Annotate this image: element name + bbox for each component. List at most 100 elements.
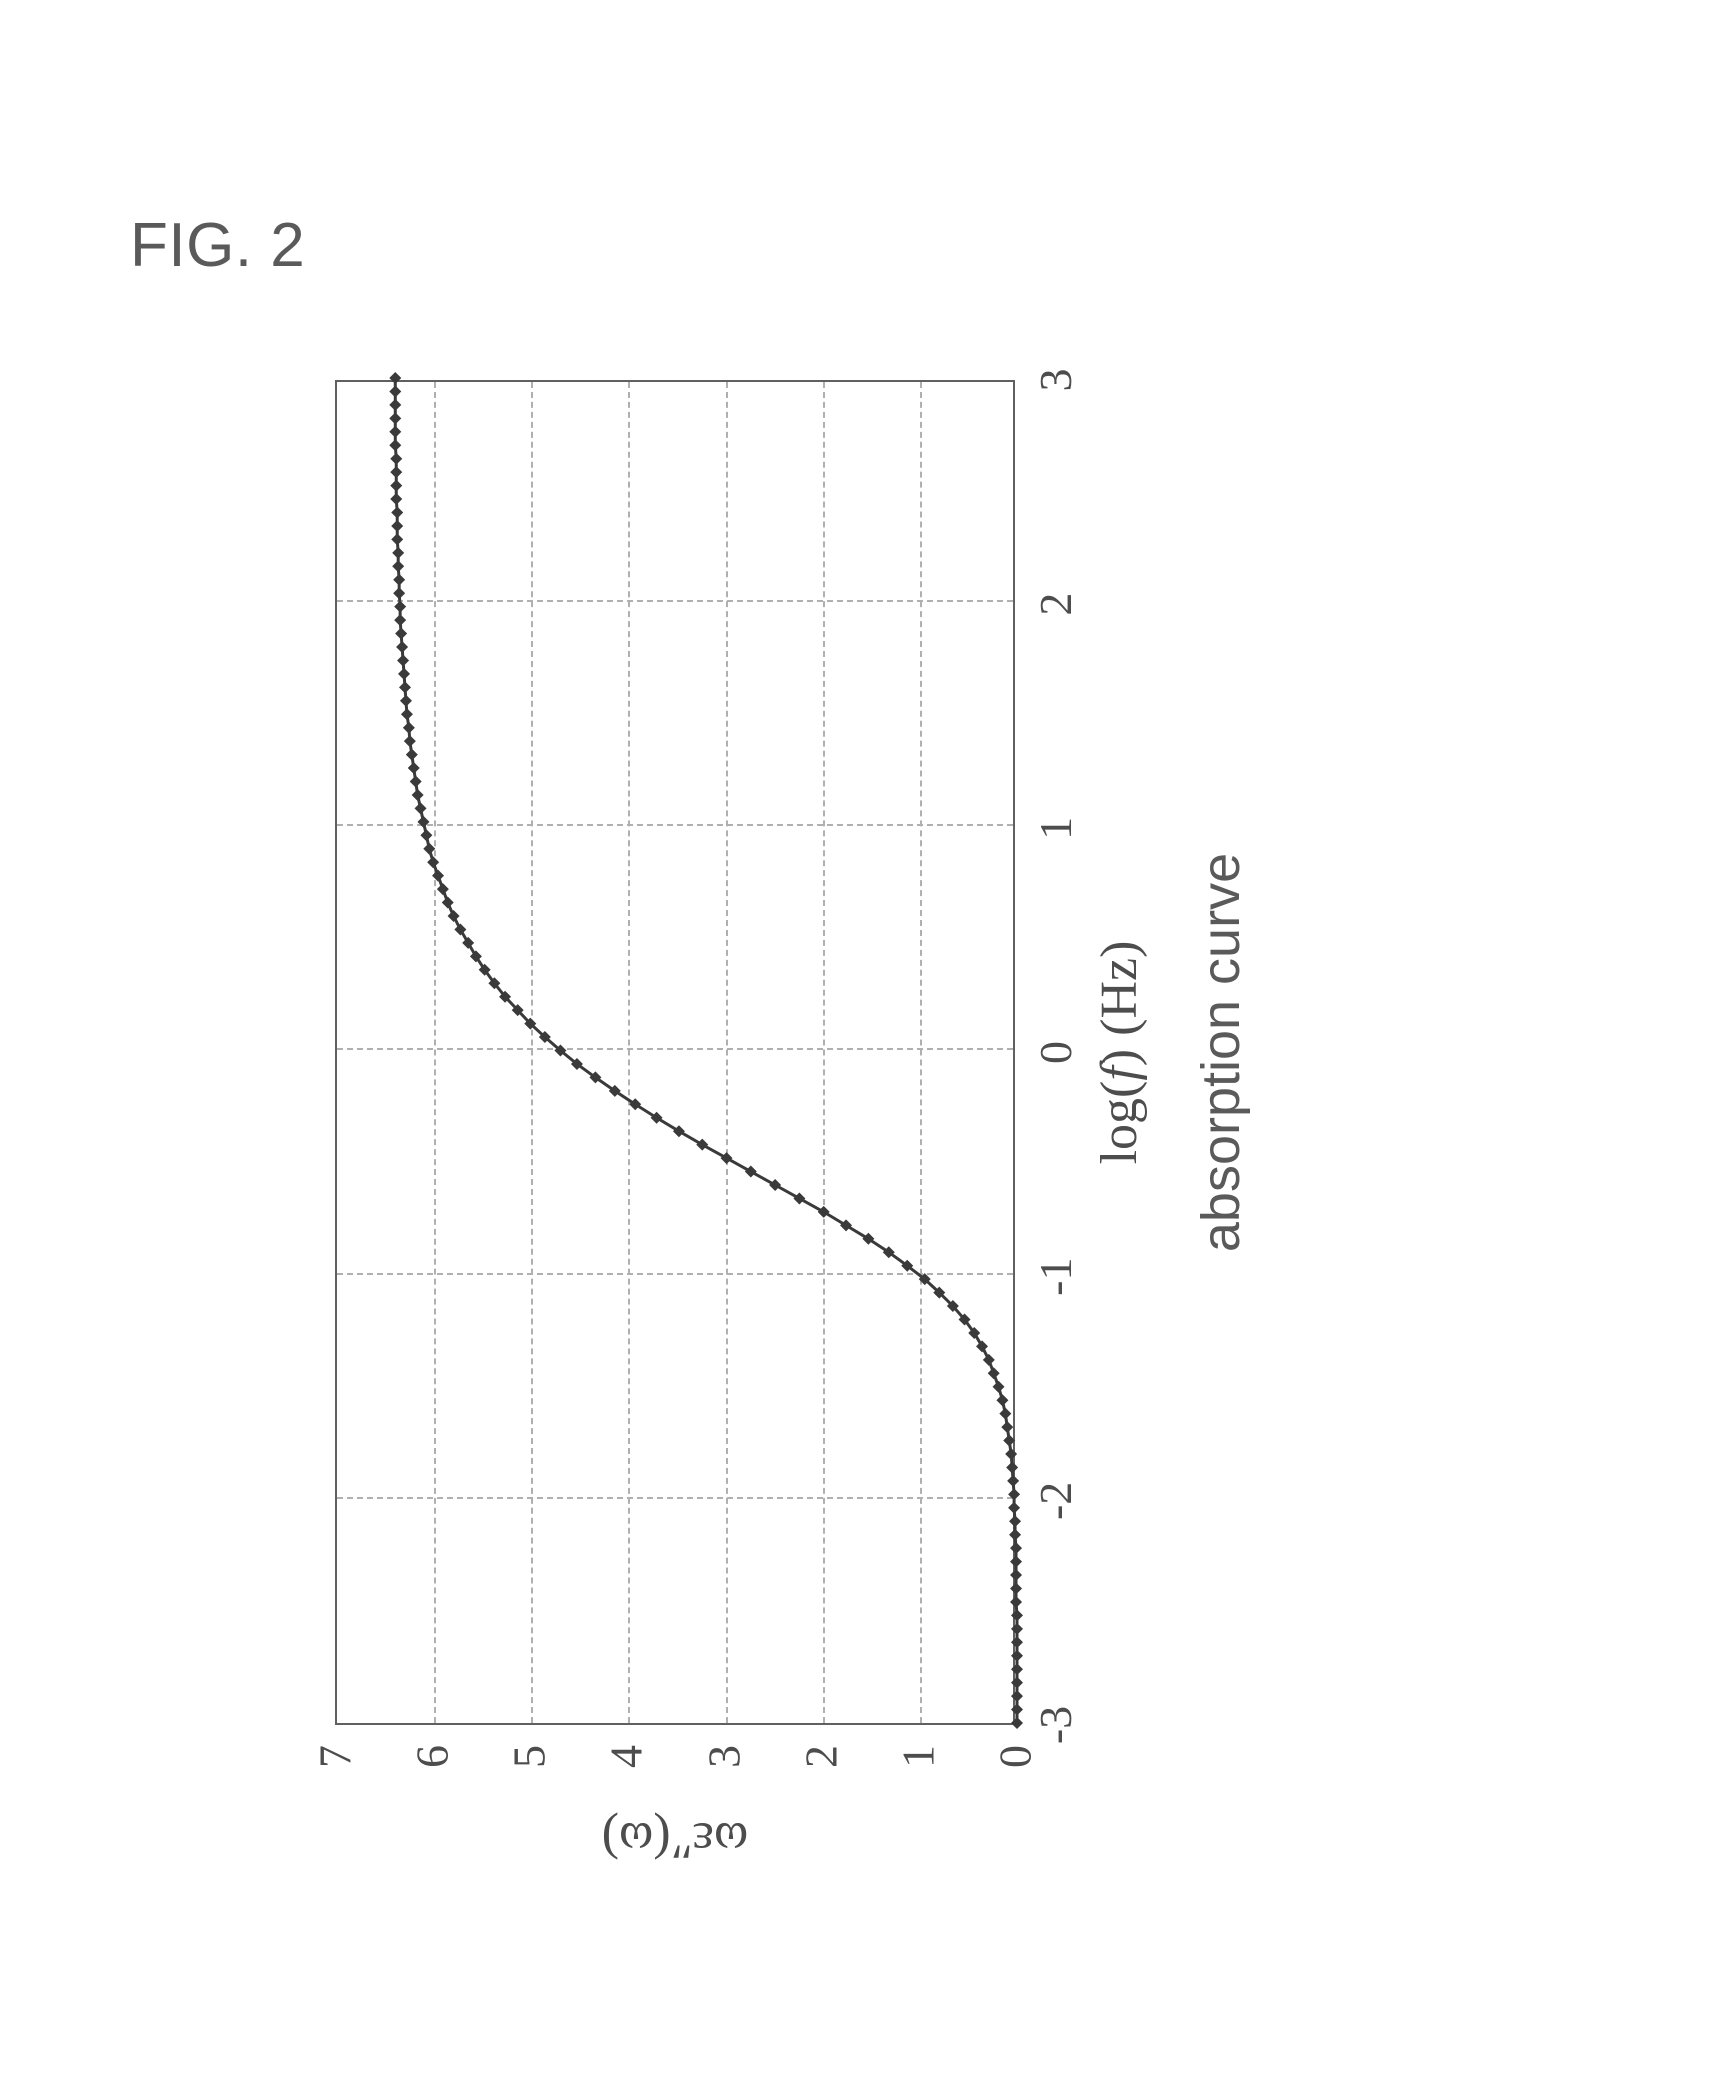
series-marker [389,412,401,424]
series-marker [389,439,401,451]
x-tick-label: 2 [1029,593,1082,616]
series-marker [1011,1623,1023,1635]
series-marker [410,776,422,788]
series-marker [1011,1636,1023,1648]
x-tick-label: 0 [1029,1041,1082,1064]
series-marker [392,560,404,572]
series-marker [1009,1529,1021,1541]
series-marker [1009,1515,1021,1527]
series-marker [769,1179,781,1191]
series-marker [394,614,406,626]
series-marker [721,1152,733,1164]
series-marker [1008,1488,1020,1500]
series-marker [393,574,405,586]
series-marker [404,735,416,747]
series-marker [1001,1421,1013,1433]
series-marker [1003,1435,1015,1447]
series-marker [398,668,410,680]
x-tick-label: 1 [1029,817,1082,840]
series-marker [1010,1569,1022,1581]
series-marker [745,1166,757,1178]
series-marker [1011,1704,1023,1716]
series-marker [389,399,401,411]
series-marker [432,870,444,882]
y-tick-label: 0 [989,1745,1042,1768]
series-marker [993,1381,1005,1393]
y-tick-label: 4 [600,1745,653,1768]
series-marker [983,1354,995,1366]
series-marker [391,533,403,545]
figure-label: FIG. 2 [130,210,305,281]
series-marker [988,1367,1000,1379]
series-marker [400,695,412,707]
series-marker [397,654,409,666]
chart-caption: absorption curve [1190,853,1252,1252]
series-marker [999,1408,1011,1420]
series-marker [1011,1609,1023,1621]
series-marker [437,883,449,895]
series-marker [396,641,408,653]
series-marker [390,493,402,505]
y-tick-label: 5 [503,1745,556,1768]
series-marker [1005,1448,1017,1460]
series-marker [696,1139,708,1151]
series-marker [1011,1677,1023,1689]
series-marker [391,507,403,519]
series-marker [1010,1542,1022,1554]
series-marker [415,802,427,814]
series-marker [427,856,439,868]
series-marker [401,708,413,720]
series-marker [1007,1475,1019,1487]
x-tick-label: -3 [1029,1706,1082,1744]
series-marker [976,1340,988,1352]
series-marker [395,628,407,640]
series-marker [1010,1556,1022,1568]
x-tick-label: -2 [1029,1482,1082,1520]
series-marker [390,480,402,492]
series-marker [390,453,402,465]
y-axis-title: ωε″(ω) [602,1811,749,1870]
series-marker [793,1192,805,1204]
series-marker [412,789,424,801]
x-tick-label: 3 [1029,369,1082,392]
series-marker [394,601,406,613]
series-marker [448,910,460,922]
series-marker [1006,1461,1018,1473]
series-svg [337,378,1017,1723]
plot-area [335,380,1015,1725]
series-marker [1011,1663,1023,1675]
series-marker [1011,1650,1023,1662]
series-marker [403,722,415,734]
series-marker [393,587,405,599]
series-marker [454,923,466,935]
series-marker [389,385,401,397]
y-tick-label: 7 [309,1745,362,1768]
series-marker [389,372,401,384]
x-tick-label: -1 [1029,1258,1082,1296]
series-marker [1010,1596,1022,1608]
x-axis-title-prefix: log( [1091,1081,1148,1165]
series-marker [391,520,403,532]
series-line [395,378,1017,1723]
series-marker [399,681,411,693]
y-axis-title-text: ωε″(ω) [602,1812,749,1869]
series-marker [417,816,429,828]
series-marker [389,426,401,438]
series-marker [996,1394,1008,1406]
series-marker [392,547,404,559]
series-marker [1008,1502,1020,1514]
chart-stage: -3-2-10123 01234567 log(f) (Hz) ωε″(ω) a… [290,320,1390,1900]
series-marker [442,897,454,909]
series-marker [390,466,402,478]
series-marker [1011,1690,1023,1702]
series-marker [406,749,418,761]
y-tick-label: 3 [697,1745,750,1768]
x-axis-title-suffix: ) (Hz) [1091,941,1148,1067]
page: FIG. 2 -3-2-10123 01234567 log(f) (Hz) ω… [0,0,1727,2080]
series-marker [420,829,432,841]
series-marker [408,762,420,774]
series-marker [462,937,474,949]
series-marker [1011,1717,1023,1729]
y-tick-label: 1 [891,1745,944,1768]
y-tick-label: 6 [406,1745,459,1768]
